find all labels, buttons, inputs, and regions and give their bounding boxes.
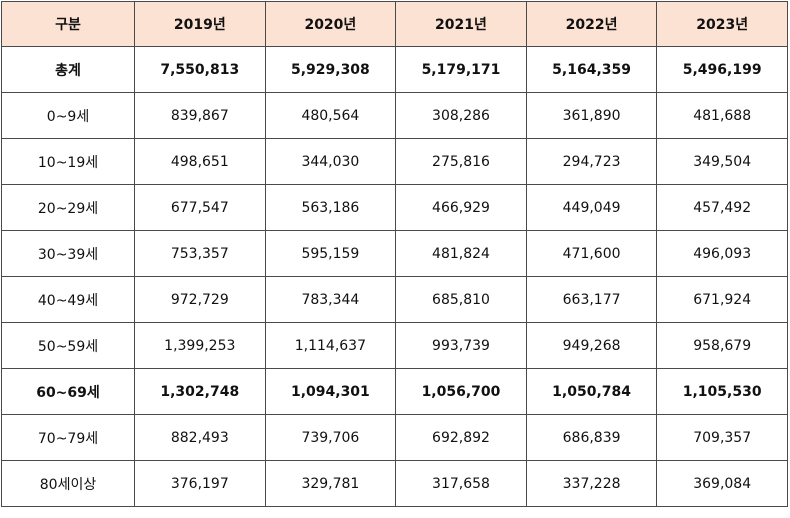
cell-value: 275,816: [395, 138, 527, 185]
cell-value: 5,179,171: [395, 46, 527, 93]
table-row: 80세이상 376,197 329,781 317,658 337,228 369,084: [1, 460, 788, 507]
age-statistics-table: 구분 2019년 2020년 2021년 2022년 2023년 총계 7,550…: [1, 1, 788, 507]
cell-value: 753,357: [134, 230, 266, 277]
cell-value: 1,056,700: [395, 368, 527, 415]
cell-value: 671,924: [656, 276, 788, 323]
cell-value: 449,049: [525, 184, 658, 231]
cell-value: 839,867: [134, 92, 266, 139]
cell-value: 1,105,530: [656, 368, 788, 415]
cell-value: 686,839: [525, 414, 658, 461]
cell-value: 457,492: [656, 184, 788, 231]
row-label: 60~69세: [1, 368, 135, 415]
header-row: 구분 2019년 2020년 2021년 2022년 2023년: [1, 1, 788, 47]
cell-value: 563,186: [264, 184, 397, 231]
cell-value: 709,357: [656, 414, 788, 461]
table-row: 20~29세 677,547 563,186 466,929 449,049 457,49…: [1, 184, 788, 231]
header-year: 2022년: [525, 1, 658, 47]
cell-value: 349,504: [656, 138, 788, 185]
row-label: 0~9세: [1, 92, 135, 139]
cell-value: 5,496,199: [656, 46, 788, 93]
table-row: 총계 7,550,813 5,929,308 5,179,171 5,164,359 5,…: [1, 46, 788, 93]
cell-value: 595,159: [264, 230, 397, 277]
row-label: 80세이상: [1, 460, 135, 507]
row-label: 20~29세: [1, 184, 135, 231]
cell-value: 7,550,813: [134, 46, 266, 93]
cell-value: 993,739: [395, 322, 527, 369]
cell-value: 739,706: [264, 414, 397, 461]
cell-value: 376,197: [134, 460, 266, 507]
cell-value: 361,890: [525, 92, 658, 139]
header-year: 2023년: [656, 1, 788, 47]
cell-value: 692,892: [395, 414, 527, 461]
cell-value: 958,679: [656, 322, 788, 369]
cell-value: 685,810: [395, 276, 527, 323]
cell-value: 783,344: [264, 276, 397, 323]
row-label: 70~79세: [1, 414, 135, 461]
cell-value: 329,781: [264, 460, 397, 507]
table-row: 30~39세 753,357 595,159 481,824 471,600 496,09…: [1, 230, 788, 277]
row-label: 총계: [1, 46, 135, 93]
row-label: 30~39세: [1, 230, 135, 277]
table-row: 40~49세 972,729 783,344 685,810 663,177 671,92…: [1, 276, 788, 323]
header-year: 2021년: [395, 1, 527, 47]
cell-value: 972,729: [134, 276, 266, 323]
table-row: 60~69세 1,302,748 1,094,301 1,056,700 1,050,7…: [1, 368, 788, 415]
row-label: 50~59세: [1, 322, 135, 369]
cell-value: 5,929,308: [264, 46, 397, 93]
cell-value: 344,030: [264, 138, 397, 185]
cell-value: 337,228: [525, 460, 658, 507]
cell-value: 466,929: [395, 184, 527, 231]
table-row: 10~19세 498,651 344,030 275,816 294,723 349,50…: [1, 138, 788, 185]
row-label: 10~19세: [1, 138, 135, 185]
cell-value: 1,302,748: [134, 368, 266, 415]
cell-value: 5,164,359: [525, 46, 658, 93]
cell-value: 949,268: [525, 322, 658, 369]
cell-value: 1,094,301: [264, 368, 397, 415]
cell-value: 498,651: [134, 138, 266, 185]
cell-value: 471,600: [525, 230, 658, 277]
cell-value: 480,564: [264, 92, 397, 139]
cell-value: 882,493: [134, 414, 266, 461]
cell-value: 1,399,253: [134, 322, 266, 369]
cell-value: 481,824: [395, 230, 527, 277]
cell-value: 1,114,637: [264, 322, 397, 369]
cell-value: 317,658: [395, 460, 527, 507]
table-row: 70~79세 882,493 739,706 692,892 686,839 709,35…: [1, 414, 788, 461]
header-category: 구분: [1, 1, 135, 47]
cell-value: 481,688: [656, 92, 788, 139]
table-row: 50~59세 1,399,253 1,114,637 993,739 949,268 95…: [1, 322, 788, 369]
cell-value: 677,547: [134, 184, 266, 231]
cell-value: 663,177: [525, 276, 658, 323]
table-row: 0~9세 839,867 480,564 308,286 361,890 481,688: [1, 92, 788, 139]
cell-value: 496,093: [656, 230, 788, 277]
cell-value: 369,084: [656, 460, 788, 507]
row-label: 40~49세: [1, 276, 135, 323]
cell-value: 294,723: [525, 138, 658, 185]
cell-value: 1,050,784: [525, 368, 658, 415]
header-year: 2019년: [134, 1, 266, 47]
cell-value: 308,286: [395, 92, 527, 139]
header-year: 2020년: [264, 1, 397, 47]
